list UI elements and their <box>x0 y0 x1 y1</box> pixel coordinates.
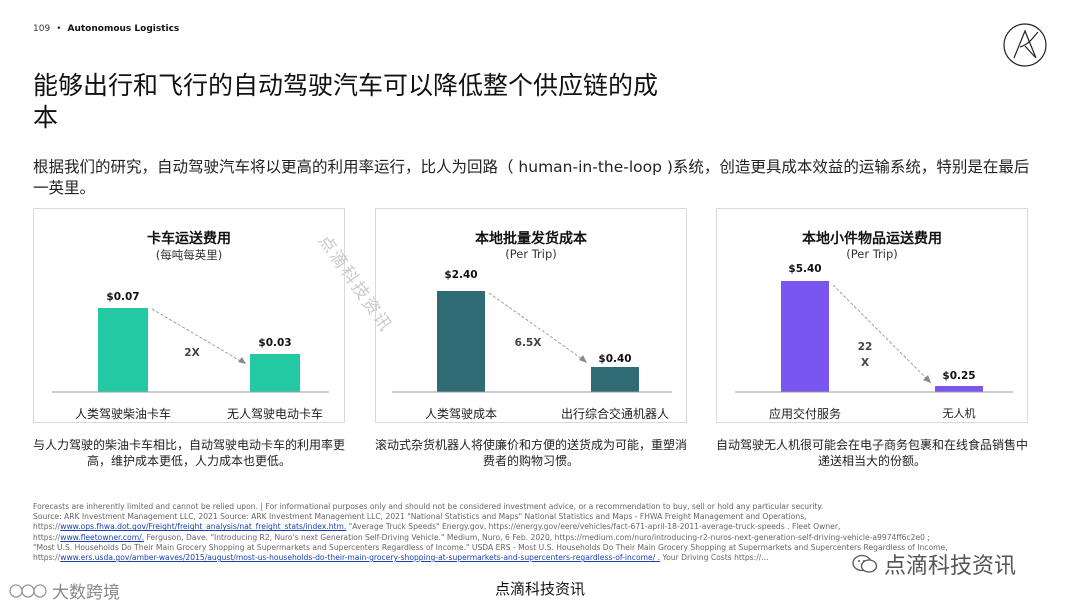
ratio-label: 6.5X <box>514 337 542 349</box>
footnote-line: https://www.ers.usda.gov/amber-waves/201… <box>33 553 769 563</box>
trend-arrow <box>832 284 930 382</box>
bar-category-label: 出行综合交通机器人 <box>560 407 669 421</box>
page-subtitle: 根据我们的研究，自动驾驶汽车将以更高的利用率运行，比人为回路（ human-in… <box>33 158 1030 197</box>
panel-title: 本地批量发货成本 <box>475 231 587 247</box>
watermark-left: 大数跨境 <box>8 578 120 603</box>
panel-truck-cost: 卡车运送费用 (每吨每英里) $0.07 $0.03 2X 人类驾驶柴油卡车 无… <box>33 208 345 423</box>
panel-caption: 与人力驾驶的柴油卡车相比，自动驾驶电动卡车的利用率更高，维护成本更低，人力成本也… <box>33 438 346 468</box>
bar-category-label: 无人机 <box>942 407 976 420</box>
header-separator: • <box>56 24 62 34</box>
panel-chart <box>392 291 672 393</box>
arrow-head-icon <box>923 375 931 383</box>
bar-value-label: $0.07 <box>106 291 140 303</box>
panel-local-bulk-shipping: 本地批量发货成本 (Per Trip) $2.40 $0.40 6.5X 人类驾… <box>375 208 687 423</box>
bar-value-label: $0.03 <box>258 337 292 349</box>
trend-arrow <box>151 308 245 364</box>
trend-arrow <box>488 292 586 362</box>
wechat-icon <box>852 554 878 573</box>
bar-value-label: $0.25 <box>942 370 976 382</box>
bar-value-label: $5.40 <box>788 263 822 275</box>
watermark-text: 点滴科技资讯 <box>884 554 1017 579</box>
footnote-disclaimer: Forecasts are inherently limited and can… <box>33 502 824 511</box>
panel-caption: 自动驾驶无人机很可能会在电子商务包裹和在线食品销售中递送相当大的份额。 <box>716 438 1029 468</box>
bar-app-delivery-service <box>781 281 829 392</box>
footnote-source: Source: ARK Investment Management LLC, 2… <box>33 512 807 522</box>
footnote-link[interactable]: www.ers.usda.gov/amber-waves/2015/august… <box>60 553 661 563</box>
panel-title: 卡车运送费用 <box>147 231 231 247</box>
arrow-head-icon <box>579 355 587 363</box>
ratio-label: 2X <box>184 347 200 359</box>
footnote-line: https://www.fleetowner.com/. Ferguson, D… <box>33 532 930 542</box>
brand-mark-icon <box>9 583 47 598</box>
panel-subtitle: (Per Trip) <box>846 247 898 261</box>
panel-small-item-delivery: 本地小件物品运送费用 (Per Trip) $5.40 $0.25 22 X 应… <box>716 208 1028 423</box>
footnotes: Forecasts are inherently limited and can… <box>33 502 1043 563</box>
ratio-label: 22 X <box>857 341 873 369</box>
watermark-text: 大数跨境 <box>52 583 120 603</box>
bar-value-label: $2.40 <box>444 269 478 281</box>
bar-human-diesel-truck <box>98 308 148 392</box>
bar-category-label: 应用交付服务 <box>768 407 841 421</box>
footnote-line: "Most U.S. Households Do Their Main Groc… <box>33 542 948 552</box>
panel-chart <box>735 281 1013 393</box>
bottom-brand: 点滴科技资讯 <box>494 580 585 598</box>
bar-value-label: $0.40 <box>598 353 632 365</box>
panel-subtitle: (每吨每英里) <box>155 248 223 262</box>
bar-category-label: 人类驾驶成本 <box>424 407 497 421</box>
panel-subtitle: (Per Trip) <box>505 247 557 261</box>
section-name: Autonomous Logistics <box>67 24 180 34</box>
page-title: 能够出行和飞行的自动驾驶汽车可以降低整个供应链的成本 <box>33 71 659 132</box>
ark-logo-icon <box>1003 23 1047 67</box>
page-number: 109 <box>33 24 51 34</box>
bar-drone <box>935 386 983 392</box>
bar-human-driving-cost <box>437 291 485 392</box>
panel-chart <box>52 308 329 393</box>
footnote-line: https://www.ops.fhwa.dot.gov/Freight/fre… <box>33 522 841 532</box>
watermark-right: 点滴科技资讯 <box>852 548 1016 580</box>
page-header: 109 • Autonomous Logistics <box>33 24 179 34</box>
footnote-link[interactable]: www.fleetowner.com/. <box>60 532 145 542</box>
panel-title: 本地小件物品运送费用 <box>802 231 942 247</box>
bar-mobility-robot <box>591 367 639 392</box>
footnote-link[interactable]: www.ops.fhwa.dot.gov/Freight/freight_ana… <box>60 522 347 532</box>
arrow-head-icon <box>238 357 246 364</box>
bar-category-label: 无人驾驶电动卡车 <box>226 407 323 421</box>
bar-driverless-electric-truck <box>250 354 300 392</box>
panel-caption: 滚动式杂货机器人将使廉价和方便的送货成为可能，重塑消费者的购物习惯。 <box>375 438 688 468</box>
bar-category-label: 人类驾驶柴油卡车 <box>74 407 171 421</box>
